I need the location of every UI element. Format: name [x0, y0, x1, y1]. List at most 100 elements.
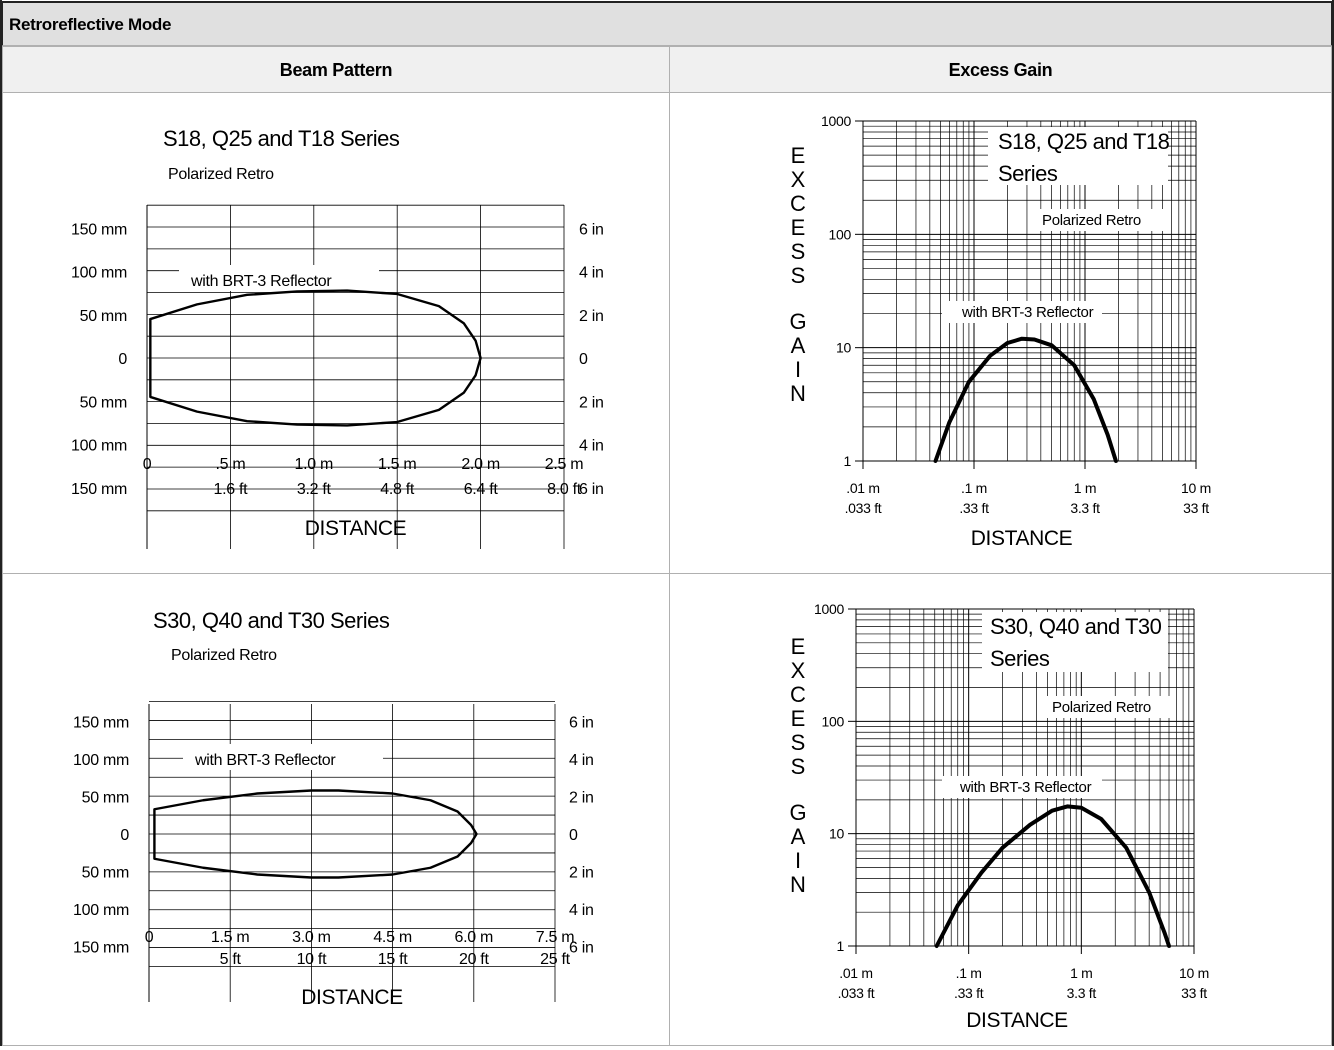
x-tick-label-m: 10 m [1179, 965, 1209, 981]
table-title-row: Retroreflective Mode [1, 1, 1333, 46]
x-tick-label-m: 2.0 m [461, 456, 500, 473]
y-tick-label: 100 [822, 713, 845, 729]
reflector-label: with BRT-3 Reflector [961, 304, 1094, 321]
x-tick-label-m: .1 m [961, 480, 987, 496]
y-tick-label-right: 0 [579, 351, 588, 368]
excess-gain-header: Excess Gain [669, 46, 1332, 93]
x-tick-label-ft: 1.6 ft [214, 481, 249, 498]
mode-label: Polarized Retro [1042, 212, 1141, 229]
y-axis-label-letter: A [791, 824, 806, 849]
y-axis-label-letter: I [795, 848, 801, 873]
y-tick-label-right: 6 in [569, 715, 594, 732]
x-tick-label-ft: 15 ft [378, 951, 408, 968]
reflector-label: with BRT-3 Reflector [190, 273, 332, 290]
series-title-bg [149, 600, 414, 636]
reflector-label-bg [179, 265, 379, 291]
excess-gain-curve [934, 804, 1171, 948]
y-tick-label-left: 150 mm [71, 221, 127, 238]
y-axis-label-letter: X [791, 167, 806, 192]
y-tick-label: 1000 [814, 601, 844, 617]
x-tick-label-m: 6.0 m [455, 929, 494, 946]
x-axis-label: DISTANCE [305, 517, 407, 540]
excess-gain-chart-2: S30, Q40 and T30 Series Polarized Retro wit… [789, 601, 1209, 1032]
y-tick-label: 10 [836, 340, 851, 356]
series-title-line: S30, Q40 and T30 [990, 614, 1162, 639]
x-axis-label: DISTANCE [971, 527, 1073, 550]
y-tick-label-right: 2 in [579, 394, 604, 411]
y-tick-label-left: 150 mm [73, 715, 129, 732]
beam-pattern-chart-1: S18, Q25 and T18 Series Polarized Retro wi… [71, 118, 604, 549]
x-tick-label-ft: .33 ft [959, 500, 989, 516]
y-tick-label-left: 150 mm [71, 481, 127, 498]
y-tick-label-right: 4 in [569, 752, 594, 769]
y-axis-label-letter: E [791, 143, 806, 168]
x-tick-label-m: 1.5 m [211, 929, 250, 946]
y-axis-label-letter: X [791, 658, 806, 683]
x-tick-label-ft: 3.2 ft [297, 481, 332, 498]
y-tick-label-left: 50 mm [82, 790, 129, 807]
y-tick-label-left: 100 mm [73, 752, 129, 769]
x-tick-label-ft: .033 ft [838, 985, 875, 1001]
series-title: S18, Q25 and T18 Series [163, 126, 400, 151]
beam-pattern-cell-2: S30, Q40 and T30 Series Polarized Retro wi… [2, 573, 670, 1046]
mode-label: Polarized Retro [168, 166, 274, 183]
excess-gain-header-label: Excess Gain [948, 60, 1053, 80]
x-tick-label-m: 4.5 m [373, 929, 412, 946]
x-tick-label-ft: 8.0 ft [547, 481, 582, 498]
x-tick-label-ft: 10 ft [297, 951, 327, 968]
y-tick-label-right: 6 in [569, 940, 594, 957]
x-tick-label-m: 10 m [1181, 480, 1211, 496]
y-axis-label-letter: G [789, 309, 806, 334]
mode-label: Polarized Retro [1052, 699, 1151, 716]
excess-gain-curve [933, 336, 1118, 463]
x-tick-label-ft: 5 ft [220, 951, 242, 968]
y-tick-label-left: 0 [118, 351, 127, 368]
x-tick-label-ft: 33 ft [1181, 985, 1207, 1001]
y-axis-label-letter: N [790, 381, 806, 406]
x-tick-label-ft: 25 ft [540, 951, 570, 968]
mode-label-bg [1034, 209, 1166, 231]
beam-envelope [153, 789, 478, 879]
series-title-bg [159, 118, 429, 154]
y-axis-label-letter: C [790, 682, 806, 707]
x-tick-label-m: 3.0 m [292, 929, 331, 946]
series-title-line: Series [998, 161, 1058, 186]
y-tick-label: 1 [844, 453, 852, 469]
y-tick-label: 1000 [821, 113, 851, 129]
x-tick-label-ft: .033 ft [845, 500, 882, 516]
x-tick-label-ft: 33 ft [1183, 500, 1209, 516]
x-tick-label-m: .1 m [956, 965, 982, 981]
beam-pattern-header: Beam Pattern [2, 46, 670, 93]
y-axis-label-letter: G [789, 800, 806, 825]
reflector-label-bg [942, 301, 1102, 323]
y-tick-label-right: 6 in [579, 481, 604, 498]
y-tick-label-left: 100 mm [71, 265, 127, 282]
series-title: S30, Q40 and T30 Series [153, 608, 390, 633]
x-tick-label-m: 0 [143, 456, 152, 473]
series-title-bg [982, 612, 1168, 672]
x-tick-label-m: .01 m [846, 480, 880, 496]
x-tick-label-m: 1 m [1074, 480, 1096, 496]
y-axis-label-letter: S [791, 754, 806, 779]
beam-pattern-cell-1: S18, Q25 and T18 Series Polarized Retro wi… [2, 92, 670, 574]
y-tick-label: 1 [837, 938, 845, 954]
x-tick-label-m: 0 [145, 929, 154, 946]
y-tick-label-right: 4 in [579, 438, 604, 455]
y-tick-label-right: 0 [569, 827, 578, 844]
y-tick-label-left: 50 mm [82, 865, 129, 882]
x-tick-label-m: 7.5 m [536, 929, 575, 946]
y-axis-label-letter: E [791, 706, 806, 731]
x-tick-label-ft: 20 ft [459, 951, 489, 968]
mode-label-bg [1042, 696, 1172, 718]
y-tick-label: 10 [829, 826, 844, 842]
series-title-line: S18, Q25 and T18 [998, 129, 1170, 154]
y-tick-label: 100 [829, 226, 852, 242]
reflector-label: with BRT-3 Reflector [959, 779, 1092, 796]
y-tick-label-right: 2 in [579, 308, 604, 325]
y-tick-label-left: 50 mm [80, 394, 127, 411]
x-tick-label-m: .01 m [839, 965, 873, 981]
y-tick-label-left: 100 mm [71, 438, 127, 455]
table-title: Retroreflective Mode [9, 15, 172, 34]
reflector-label-bg [942, 776, 1102, 798]
